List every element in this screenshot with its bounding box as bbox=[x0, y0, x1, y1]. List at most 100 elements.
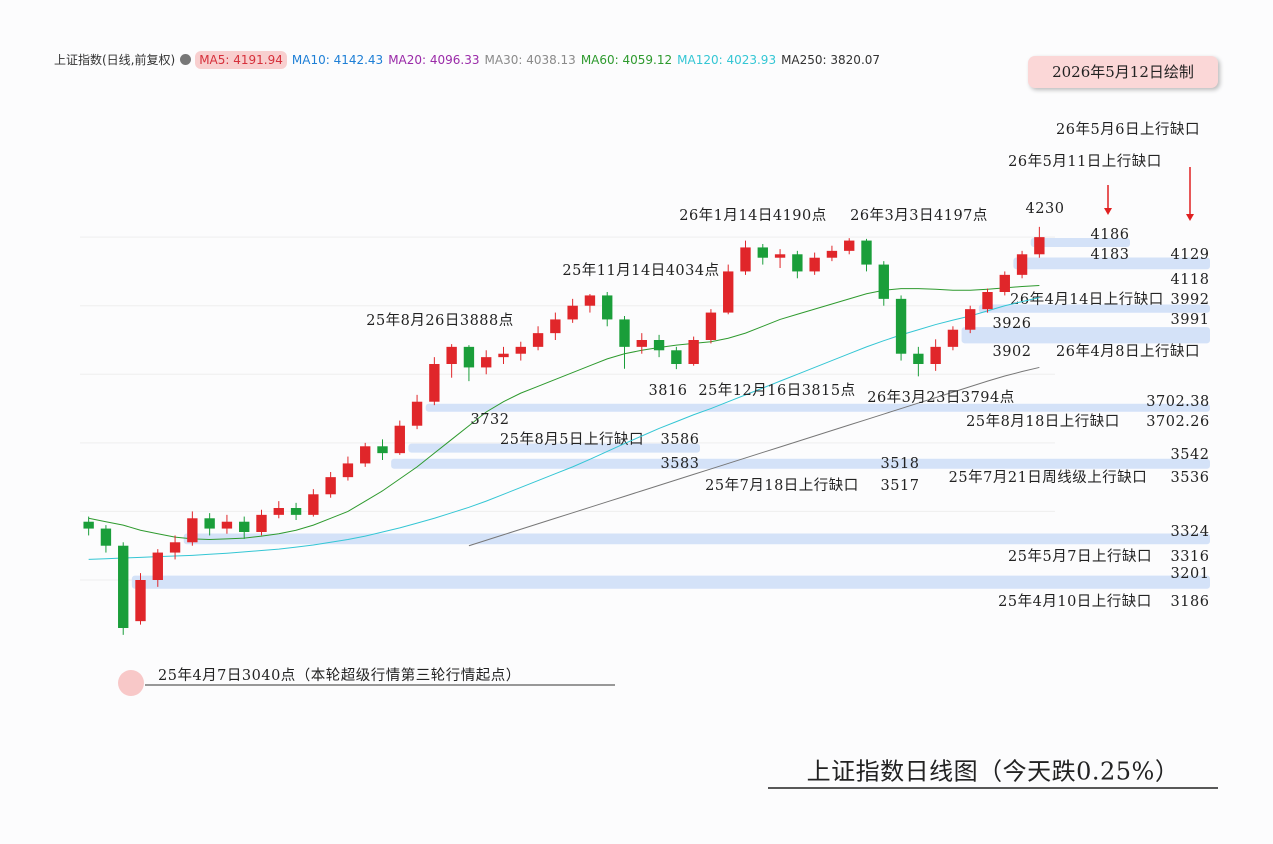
candle-body bbox=[1034, 237, 1045, 255]
gap-high: 3992 bbox=[1171, 292, 1210, 308]
gap-label: 25年7月18日上行缺口 bbox=[705, 477, 859, 494]
candle-body bbox=[878, 264, 889, 299]
start-note: 25年4月7日3040点（本轮超级行情第三轮行情起点） bbox=[158, 666, 521, 684]
gap-high: 3586 bbox=[661, 432, 700, 448]
arrow-head bbox=[1186, 214, 1194, 221]
candle-body bbox=[481, 357, 492, 368]
settings-icon[interactable] bbox=[180, 54, 192, 65]
gap-band bbox=[978, 304, 1210, 313]
gap-band bbox=[183, 533, 1211, 545]
gap-band bbox=[961, 327, 1210, 344]
index-name: 上证指数(日线,前复权) bbox=[54, 53, 176, 67]
gap-low: 3316 bbox=[1171, 549, 1210, 565]
gap-band bbox=[391, 458, 1211, 469]
candle-body bbox=[429, 364, 440, 402]
candle-body bbox=[602, 295, 613, 320]
ma-legend-item: MA5: 4191.94 bbox=[195, 51, 287, 69]
candle-body bbox=[567, 305, 578, 320]
candle-body bbox=[394, 425, 405, 454]
candle-body bbox=[671, 350, 682, 364]
candle-body bbox=[826, 250, 838, 258]
candle-body bbox=[999, 274, 1010, 292]
gap-high: 3702.38 bbox=[1146, 394, 1209, 410]
gap-low: 3991 bbox=[1171, 312, 1210, 328]
candle-body bbox=[152, 552, 163, 580]
candle-body bbox=[532, 333, 544, 347]
candle-body bbox=[740, 247, 751, 272]
candle-body bbox=[342, 463, 354, 478]
chart-title: 上证指数日线图（今天跌0.25%） bbox=[807, 758, 1180, 786]
gap-high: 4129 bbox=[1171, 247, 1210, 263]
gap-label: 26年5月11日上行缺口 bbox=[1008, 153, 1162, 170]
gap-band bbox=[425, 403, 1210, 412]
candle-body bbox=[411, 401, 423, 426]
candle-body bbox=[498, 353, 509, 358]
candle-body bbox=[809, 257, 820, 272]
ma-legend-item: MA30: 4038.13 bbox=[484, 53, 576, 67]
gap-low: 3902 bbox=[993, 344, 1032, 360]
gap-label: 25年8月5日上行缺口 bbox=[500, 431, 644, 448]
ma-legend-item: MA10: 4142.43 bbox=[291, 53, 384, 67]
candle-body bbox=[118, 545, 129, 628]
candle-body bbox=[1016, 254, 1028, 275]
candle-body bbox=[515, 346, 526, 354]
candle-body bbox=[792, 254, 803, 272]
gap-low: 3583 bbox=[661, 456, 700, 472]
candle-body bbox=[723, 271, 734, 313]
candle-body bbox=[757, 247, 768, 258]
gap-label: 25年7月21日周线级上行缺口 bbox=[949, 469, 1148, 486]
candle-body bbox=[100, 528, 112, 546]
gap-label: 26年4月14日上行缺口 bbox=[1010, 291, 1164, 308]
gap-low: 3702.26 bbox=[1146, 414, 1209, 430]
candle-body bbox=[861, 240, 872, 265]
gap-band bbox=[408, 443, 700, 453]
gap-low: 4183 bbox=[1091, 247, 1130, 263]
marker-dot bbox=[118, 670, 144, 696]
ma-line bbox=[88, 296, 1040, 560]
candle-body bbox=[290, 508, 302, 515]
candle-body bbox=[947, 329, 959, 347]
candle-body bbox=[169, 542, 181, 553]
gap-label: 25年5月7日上行缺口 bbox=[1008, 548, 1152, 565]
annotation: 3816 bbox=[649, 383, 688, 399]
candle-body bbox=[636, 340, 647, 347]
candle-body bbox=[653, 340, 665, 351]
candle-body bbox=[774, 254, 786, 258]
candle-body bbox=[360, 446, 371, 464]
date-stamp: 2026年5月12日绘制 bbox=[1028, 56, 1218, 88]
annotation: 26年1月14日4190点 bbox=[679, 207, 827, 224]
annotation: 25年11月14日4034点 bbox=[562, 262, 719, 279]
candle-body bbox=[913, 353, 924, 364]
gap-high: 4186 bbox=[1091, 227, 1130, 243]
gap-label: 25年8月18日上行缺口 bbox=[966, 413, 1120, 430]
candle-body bbox=[446, 346, 457, 364]
candle-body bbox=[187, 518, 198, 543]
gap-band bbox=[131, 575, 1210, 589]
gap-low: 3186 bbox=[1171, 594, 1210, 610]
gap-low: 4118 bbox=[1171, 272, 1210, 288]
candle-body bbox=[308, 494, 319, 515]
back-layer bbox=[80, 236, 1211, 589]
gap-band bbox=[1030, 237, 1130, 247]
candle-body bbox=[982, 292, 993, 310]
ma-legend-item: MA250: 3820.07 bbox=[781, 53, 881, 67]
gap-band bbox=[1013, 257, 1210, 270]
annotation: 25年12月16日3815点 bbox=[698, 382, 855, 399]
candle-body bbox=[844, 240, 855, 251]
candle-body bbox=[83, 521, 94, 529]
ma-legend-item: MA60: 4059.12 bbox=[580, 53, 673, 67]
ma-line bbox=[468, 366, 1040, 547]
gap-label: 25年4月10日上行缺口 bbox=[998, 593, 1152, 610]
gap-high: 3201 bbox=[1171, 566, 1210, 582]
candle-body bbox=[377, 446, 388, 454]
candle-body bbox=[550, 319, 561, 334]
gap-high: 3324 bbox=[1171, 524, 1210, 540]
gap-high: 3542 bbox=[1171, 447, 1210, 463]
gap-low: 3517 bbox=[881, 478, 920, 494]
ma-legend-item: MA120: 4023.93 bbox=[677, 53, 777, 67]
candle-body bbox=[965, 309, 976, 330]
candle-body bbox=[256, 514, 267, 532]
candle-body bbox=[895, 298, 907, 354]
ma-legend-item: MA20: 4096.33 bbox=[388, 53, 480, 67]
